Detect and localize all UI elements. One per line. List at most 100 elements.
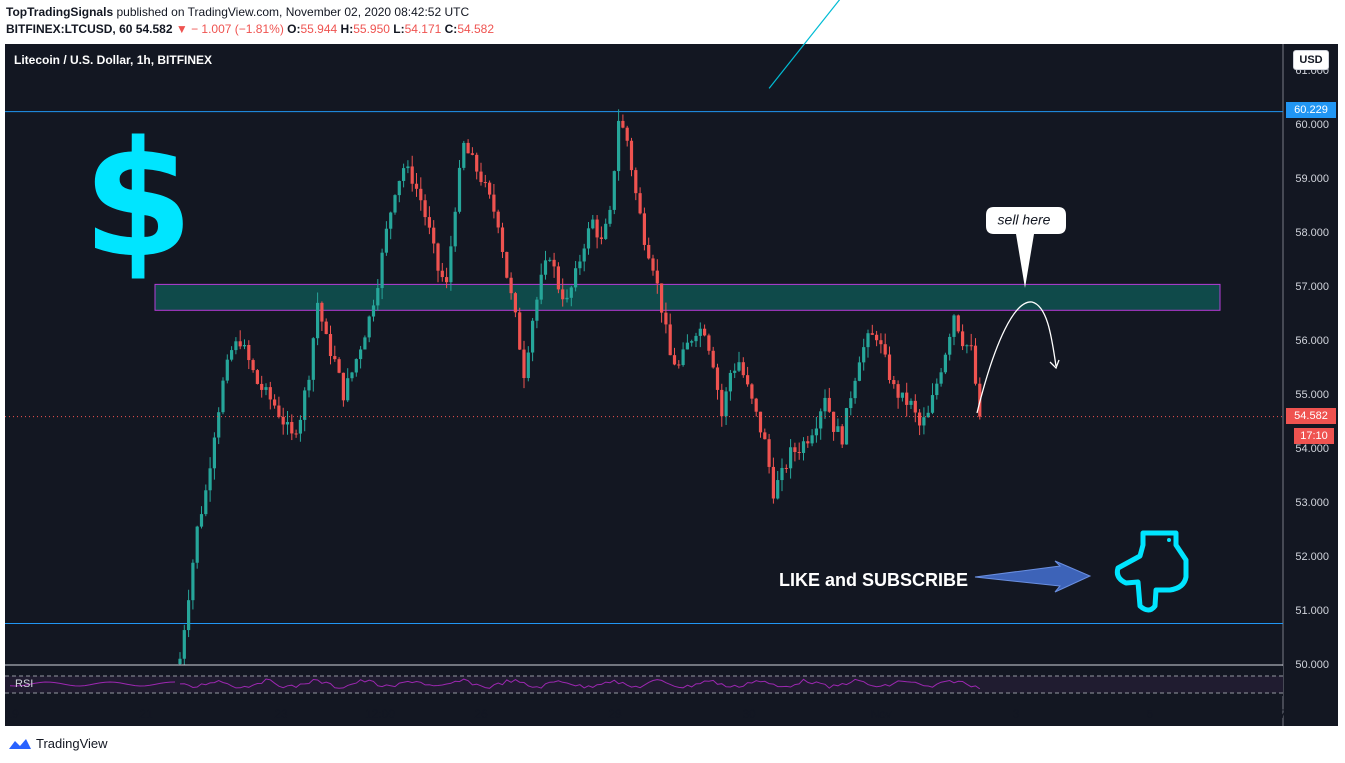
high-label: H: xyxy=(340,22,354,36)
candle-body xyxy=(797,451,801,453)
candle-body xyxy=(535,299,539,321)
candle-body xyxy=(604,223,608,239)
high-value: 55.950 xyxy=(353,22,390,36)
candle-body xyxy=(887,354,892,381)
candle-body xyxy=(432,227,436,244)
candle-body xyxy=(354,359,358,373)
candle-body xyxy=(703,328,707,336)
close-value: 54.582 xyxy=(457,22,495,36)
candle-body xyxy=(728,372,732,392)
candle-body xyxy=(741,362,745,376)
candle-body xyxy=(298,419,302,434)
candle-body xyxy=(410,166,414,184)
candle-body xyxy=(393,195,397,213)
open-label: O: xyxy=(287,22,301,36)
candle-body xyxy=(195,526,199,563)
publisher-name[interactable]: TopTradingSignals xyxy=(6,5,114,19)
sell-here-callout[interactable] xyxy=(986,207,1066,288)
candle-body xyxy=(784,467,788,469)
candle-body xyxy=(281,416,285,425)
y-tick-label: 55.000 xyxy=(1295,389,1329,401)
candle-body xyxy=(806,441,810,444)
x-tick-label: 5 xyxy=(1147,707,1154,721)
y-tick-label: 53.000 xyxy=(1295,497,1329,509)
candle-body xyxy=(668,324,672,356)
brand-name: TradingView xyxy=(36,736,108,751)
candle-body xyxy=(814,428,818,436)
candle-body xyxy=(303,390,307,420)
candle-body xyxy=(926,412,930,418)
candle-body xyxy=(862,347,866,363)
candle-body xyxy=(952,315,956,337)
candle-body xyxy=(595,219,599,238)
trendline[interactable] xyxy=(768,0,1169,89)
candle-body xyxy=(771,466,775,499)
candle-body xyxy=(328,334,333,357)
candle-body xyxy=(341,372,345,401)
candle-body xyxy=(621,120,625,128)
candle-body xyxy=(255,370,259,384)
candle-body xyxy=(754,398,758,412)
low-label: L: xyxy=(393,22,405,36)
candle-body xyxy=(724,391,728,417)
candle-body xyxy=(552,259,556,267)
rsi-line-lead xyxy=(9,681,176,687)
candle-body xyxy=(638,193,642,214)
candle-body xyxy=(758,411,763,433)
pane-title: Litecoin / U.S. Dollar, 1h, BITFINEX xyxy=(14,53,212,67)
candle-body xyxy=(505,251,509,278)
candle-body xyxy=(380,252,384,289)
footer-brand[interactable]: TradingView xyxy=(8,736,108,751)
publish-info: published on TradingView.com, November 0… xyxy=(116,5,470,19)
candle-body xyxy=(853,380,857,399)
candle-body xyxy=(780,467,784,481)
candle-body xyxy=(655,270,659,284)
candle-body xyxy=(191,562,195,601)
x-tick-label: 12:00 xyxy=(365,707,395,721)
candle-body xyxy=(397,180,401,196)
y-tick-label: 60.000 xyxy=(1295,119,1329,131)
candle-body xyxy=(819,411,823,429)
candle-body xyxy=(969,345,973,347)
candle-body xyxy=(634,170,638,194)
x-tick-label: 23 xyxy=(274,707,288,721)
candle-body xyxy=(311,338,315,380)
arrow-head-icon xyxy=(1049,359,1060,370)
candle-body xyxy=(199,514,204,527)
candle-body xyxy=(750,384,754,399)
candle-body xyxy=(359,349,363,360)
candle-body xyxy=(457,167,462,212)
candle-body xyxy=(479,171,483,183)
candle-body xyxy=(371,305,376,317)
candle-body xyxy=(918,412,922,426)
candle-body xyxy=(337,359,341,373)
price-axis[interactable] xyxy=(1283,44,1338,726)
like-subscribe-text: LIKE and SUBSCRIBE xyxy=(779,570,968,590)
currency-button[interactable]: USD xyxy=(1293,50,1329,70)
last-price-badge xyxy=(1286,408,1336,424)
candle-body xyxy=(543,260,548,275)
candle-body xyxy=(715,367,720,390)
candle-body xyxy=(642,213,646,245)
x-tick-label: Nov xyxy=(870,707,891,721)
candle-body xyxy=(879,340,883,345)
candle-body xyxy=(690,341,694,343)
candle-body xyxy=(242,344,247,347)
symbol-label: BITFINEX:LTCUSD, 60 xyxy=(6,22,133,36)
candle-body xyxy=(870,333,874,335)
candle-body xyxy=(733,370,737,373)
candle-body xyxy=(939,372,943,384)
candle-body xyxy=(436,243,440,271)
x-tick-label: 3 xyxy=(1013,707,1020,721)
candle-body xyxy=(208,468,212,491)
candle-body xyxy=(625,127,629,141)
y-tick-label: 56.000 xyxy=(1295,335,1329,347)
candle-body xyxy=(320,302,324,322)
candle-body xyxy=(221,380,225,413)
candle-body xyxy=(406,166,410,169)
candle-body xyxy=(892,380,896,385)
resistance-zone[interactable] xyxy=(154,283,1221,311)
candle-body xyxy=(212,437,216,469)
candle-body xyxy=(832,411,836,432)
